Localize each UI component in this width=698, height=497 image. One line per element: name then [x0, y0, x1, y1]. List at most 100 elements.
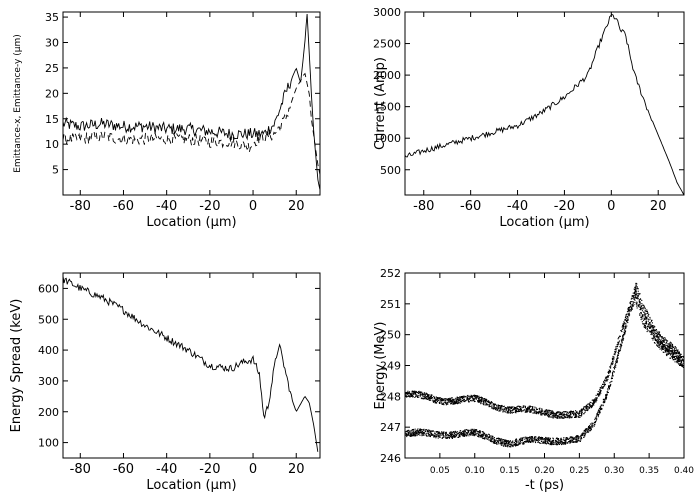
- scatter-point: [662, 339, 664, 341]
- scatter-point: [678, 359, 680, 361]
- scatter-point: [543, 412, 545, 414]
- scatter-point: [494, 442, 496, 444]
- scatter-point: [604, 401, 606, 403]
- scatter-point: [599, 409, 601, 411]
- scatter-point: [414, 396, 416, 398]
- scatter-point: [511, 410, 513, 412]
- scatter-point: [554, 440, 556, 442]
- scatter-point: [575, 436, 577, 438]
- scatter-point: [466, 395, 468, 397]
- scatter-point: [483, 401, 485, 403]
- scatter-point: [443, 436, 445, 438]
- scatter-point: [567, 442, 569, 444]
- scatter-point: [545, 442, 547, 444]
- scatter-point: [640, 312, 642, 314]
- scatter-point: [643, 311, 645, 313]
- scatter-point: [462, 435, 464, 437]
- series-line-1: [405, 13, 684, 195]
- scatter-point: [412, 392, 414, 394]
- scatter-point: [582, 433, 584, 435]
- scatter-point: [435, 435, 437, 437]
- scatter-point: [637, 304, 639, 306]
- scatter-point: [652, 329, 654, 331]
- scatter-point: [608, 388, 610, 390]
- scatter-point: [564, 414, 566, 416]
- scatter-point: [473, 434, 475, 436]
- scatter-point: [640, 313, 642, 315]
- scatter-point: [584, 409, 586, 411]
- x-tick-label: 0: [249, 462, 257, 477]
- scatter-point: [450, 436, 452, 438]
- scatter-point: [573, 438, 575, 440]
- y-tick-label: 1500: [373, 101, 401, 114]
- scatter-point: [634, 301, 636, 303]
- scatter-point: [662, 342, 664, 344]
- scatter-point: [545, 412, 547, 414]
- scatter-point: [547, 440, 549, 442]
- scatter-point: [617, 357, 619, 359]
- scatter-point: [474, 397, 476, 399]
- scatter-point: [408, 433, 410, 435]
- scatter-point: [436, 433, 438, 435]
- scatter-point: [429, 396, 431, 398]
- scatter-point: [473, 398, 475, 400]
- scatter-point: [414, 434, 416, 436]
- scatter-point: [625, 327, 627, 329]
- scatter-point: [422, 395, 424, 397]
- scatter-point: [640, 306, 642, 308]
- scatter-point: [657, 341, 659, 343]
- scatter-point: [478, 434, 480, 436]
- scatter-point: [428, 429, 430, 431]
- scatter-point: [527, 410, 529, 412]
- scatter-point: [637, 295, 639, 297]
- scatter-point: [426, 393, 428, 395]
- scatter-point: [430, 432, 432, 434]
- scatter-point: [642, 318, 644, 320]
- scatter-point: [408, 430, 410, 432]
- scatter-point: [420, 391, 422, 393]
- scatter-point: [430, 434, 432, 436]
- scatter-point: [516, 411, 518, 413]
- scatter-point: [535, 407, 537, 409]
- scatter-point: [465, 400, 467, 402]
- scatter-point: [414, 430, 416, 432]
- scatter-point: [484, 432, 486, 434]
- scatter-point: [620, 330, 622, 332]
- scatter-point: [590, 407, 592, 409]
- scatter-point: [660, 341, 662, 343]
- scatter-point: [510, 410, 512, 412]
- scatter-point: [631, 307, 633, 309]
- scatter-point: [475, 397, 477, 399]
- scatter-point: [675, 351, 677, 353]
- scatter-point: [571, 411, 573, 413]
- scatter-point: [531, 409, 533, 411]
- scatter-point: [662, 337, 664, 339]
- scatter-point: [664, 339, 666, 341]
- scatter-point: [516, 406, 518, 408]
- scatter-point: [446, 403, 448, 405]
- scatter-point: [514, 411, 516, 413]
- scatter-point: [575, 438, 577, 440]
- scatter-point: [665, 347, 667, 349]
- scatter-point: [562, 413, 564, 415]
- scatter-point: [509, 411, 511, 413]
- scatter-point: [681, 363, 683, 365]
- scatter-point: [485, 436, 487, 438]
- scatter-point: [594, 422, 596, 424]
- scatter-point: [470, 396, 472, 398]
- scatter-point: [440, 434, 442, 436]
- scatter-point: [573, 412, 575, 414]
- scatter-point: [555, 413, 557, 415]
- scatter-point: [646, 318, 648, 320]
- scatter-point: [416, 432, 418, 434]
- scatter-point: [464, 431, 466, 433]
- scatter-point: [473, 430, 475, 432]
- scatter-point: [644, 313, 646, 315]
- scatter-point: [487, 401, 489, 403]
- scatter-point: [537, 411, 539, 413]
- scatter-point: [600, 407, 602, 409]
- scatter-point: [682, 362, 684, 364]
- scatter-point: [508, 441, 510, 443]
- scatter-point: [445, 398, 447, 400]
- scatter-point: [542, 441, 544, 443]
